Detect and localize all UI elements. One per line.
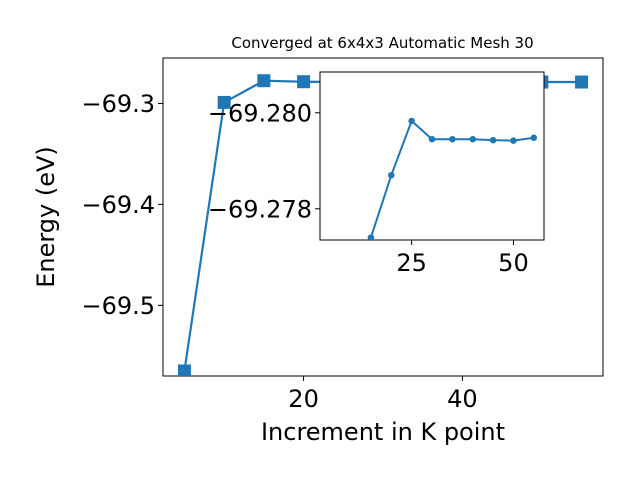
inset-data-point <box>367 234 375 240</box>
main-data-point <box>575 75 589 89</box>
inset-data-point <box>449 135 456 143</box>
inset-plot-frame <box>319 71 545 241</box>
chart-title: Converged at 6x4x3 Automatic Mesh 30 <box>231 34 533 52</box>
main-x-tick-label: 20 <box>288 385 319 413</box>
y-axis-label: Energy (eV) <box>32 146 60 288</box>
inset-data-point <box>530 134 538 142</box>
main-y-tick-label: −69.5 <box>81 292 155 320</box>
x-axis-label: Increment in K point <box>261 418 505 446</box>
inset-x-axis: 25 50 <box>396 240 529 277</box>
inset-series-clip-group <box>367 117 538 240</box>
main-data-point <box>297 75 311 89</box>
inset-data-point <box>510 137 517 144</box>
inset-y-tick-label: −69.278 <box>208 195 312 223</box>
inset-data-point <box>489 136 497 144</box>
inset-x-tick-label: 50 <box>498 249 529 277</box>
main-x-axis: 20 40 <box>288 376 478 413</box>
inset-y-axis: −69.280 −69.278 <box>208 99 320 223</box>
main-data-point <box>177 364 191 376</box>
inset-data-point <box>428 135 436 143</box>
main-x-tick-label: 40 <box>447 385 478 413</box>
main-data-point <box>217 95 231 109</box>
inset-series <box>367 117 538 240</box>
main-y-tick-label: −69.3 <box>81 90 155 118</box>
inset-plot: −69.280 −69.278 25 50 <box>208 71 545 277</box>
main-data-point <box>257 74 271 88</box>
inset-x-tick-label: 25 <box>396 249 427 277</box>
main-y-tick-label: −69.4 <box>81 191 155 219</box>
inset-data-point <box>388 171 395 179</box>
inset-y-tick-label: −69.280 <box>208 99 312 127</box>
main-y-axis: −69.3 −69.4 −69.5 <box>81 90 163 320</box>
inset-data-point <box>408 117 415 125</box>
inset-data-point <box>469 135 476 143</box>
